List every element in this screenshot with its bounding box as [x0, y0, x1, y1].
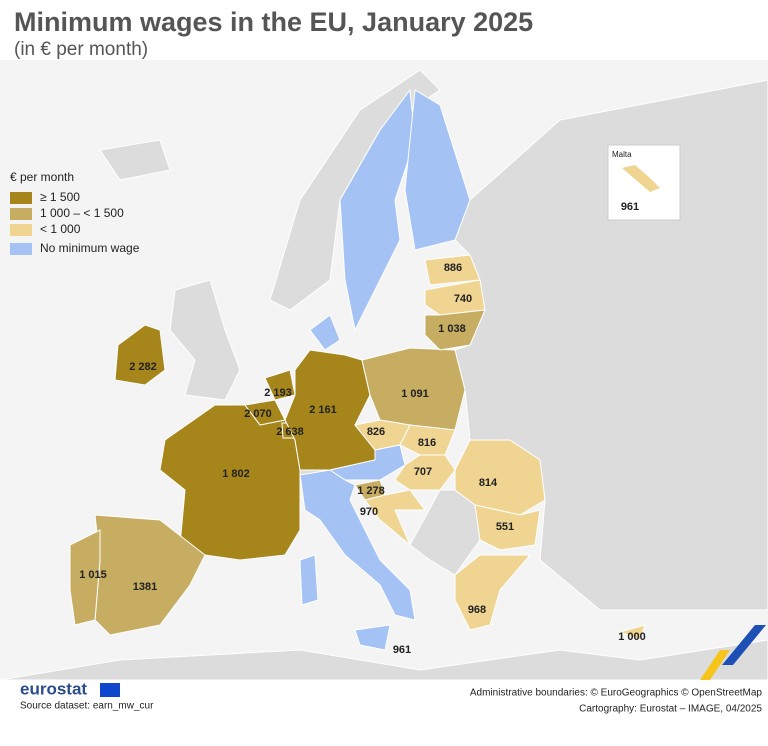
- country-value: 740: [454, 293, 472, 305]
- country-value: 2 282: [129, 361, 157, 373]
- country-value: 968: [468, 604, 486, 616]
- source: Source dataset: earn_mw_cur: [20, 701, 154, 712]
- country-value: 1 015: [79, 569, 107, 581]
- legend-label: 1 000 – < 1 500: [40, 206, 124, 220]
- country-value: 2 638: [276, 426, 304, 438]
- inset-value: 961: [621, 201, 639, 213]
- title: Minimum wages in the EU, January 2025: [14, 7, 533, 37]
- country-value: 2 070: [244, 408, 272, 420]
- country-value: 816: [418, 437, 436, 449]
- credit: Administrative boundaries: © EuroGeograp…: [470, 688, 763, 699]
- country-value: 1381: [133, 581, 157, 593]
- country-value: 2 161: [309, 404, 337, 416]
- malta-shape: [622, 165, 660, 192]
- country-value: 826: [367, 426, 385, 438]
- map-labels: 2 282 2 193 2 070 2 638 2 161 1 802 1381…: [79, 262, 646, 656]
- country-value: 1 000: [618, 631, 646, 643]
- country-value: 1 038: [438, 323, 466, 335]
- decor: [722, 625, 766, 665]
- eu-flag: [100, 683, 120, 697]
- legend-title: € per month: [10, 170, 74, 184]
- country-value: 551: [496, 521, 514, 533]
- legend-label: No minimum wage: [40, 241, 140, 255]
- footer: eurostat Source dataset: earn_mw_cur Adm…: [20, 625, 766, 715]
- legend-label: < 1 000: [40, 222, 81, 236]
- country-value: 814: [479, 477, 498, 489]
- subtitle: (in € per month): [14, 39, 148, 60]
- eu-countries: [69, 88, 646, 651]
- legend-swatch: [10, 243, 32, 255]
- legend-swatch: [10, 192, 32, 204]
- legend-swatch: [10, 224, 32, 236]
- legend-swatch: [10, 208, 32, 220]
- country-value: 2 193: [264, 387, 292, 399]
- country-value: 1 278: [357, 485, 385, 497]
- country-value: 970: [360, 506, 378, 518]
- country-value: 961: [393, 644, 411, 656]
- country-value: 707: [414, 466, 432, 478]
- legend-label: ≥ 1 500: [40, 190, 80, 204]
- country-value: 1 091: [401, 388, 429, 400]
- credit: Cartography: Eurostat – IMAGE, 04/2025: [579, 704, 762, 715]
- logo: eurostat: [20, 679, 87, 698]
- country-value: 1 802: [222, 468, 250, 480]
- malta-inset: Malta 961: [607, 144, 681, 221]
- decor: [700, 650, 730, 680]
- country-value: 886: [444, 262, 462, 274]
- legend: € per month ≥ 1 500 1 000 – < 1 500 < 1 00…: [10, 170, 140, 255]
- inset-title: Malta: [612, 150, 632, 159]
